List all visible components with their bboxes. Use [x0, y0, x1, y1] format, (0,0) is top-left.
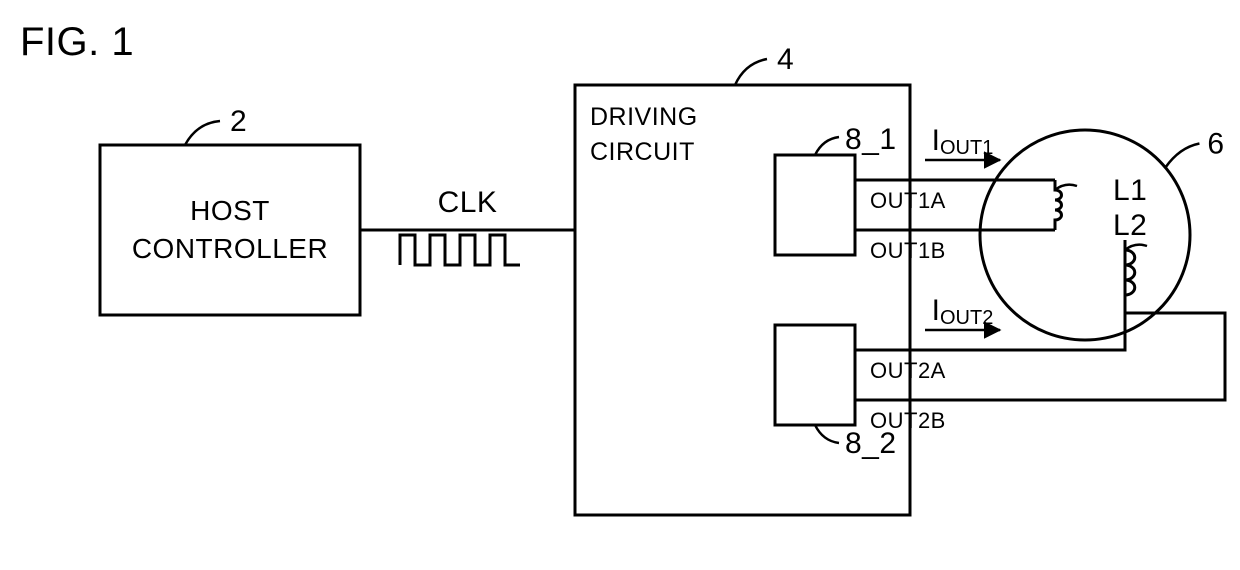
label-out1a: OUT1A [870, 188, 946, 213]
label-l2: L2 [1113, 209, 1147, 242]
clk-label: CLK [438, 186, 498, 219]
driver-label-2: CIRCUIT [590, 138, 695, 166]
figure-title: FIG. 1 [20, 20, 134, 64]
driver-label-1: DRIVING [590, 103, 698, 131]
ref-motor: 6 [1207, 128, 1224, 161]
inductor-l1 [1055, 180, 1077, 230]
ref-host: 2 [230, 105, 247, 138]
ref-leader-bridge1 [815, 137, 839, 155]
label-out2a: OUT2A [870, 358, 946, 383]
ref-driver: 4 [777, 43, 794, 76]
label-iout1: IOUT1 [932, 124, 994, 159]
ref-bridge1: 8_1 [845, 123, 897, 156]
host-controller-block [100, 145, 360, 315]
clk-waveform-icon [400, 235, 520, 265]
motor-block [980, 130, 1190, 340]
label-iout2: IOUT2 [932, 294, 994, 329]
ref-leader-driver [735, 59, 767, 85]
label-out1b: OUT1B [870, 238, 946, 263]
label-l1: L1 [1113, 174, 1147, 207]
ref-leader-host [185, 121, 220, 145]
inductor-l2 [1125, 240, 1147, 305]
ref-leader-bridge2 [815, 425, 839, 443]
bridge-1-block [775, 155, 855, 255]
bridge-2-block [775, 325, 855, 425]
ref-leader-motor [1165, 144, 1199, 168]
host-label-1: HOST [190, 195, 270, 226]
host-label-2: CONTROLLER [132, 233, 328, 264]
label-out2b: OUT2B [870, 408, 946, 433]
